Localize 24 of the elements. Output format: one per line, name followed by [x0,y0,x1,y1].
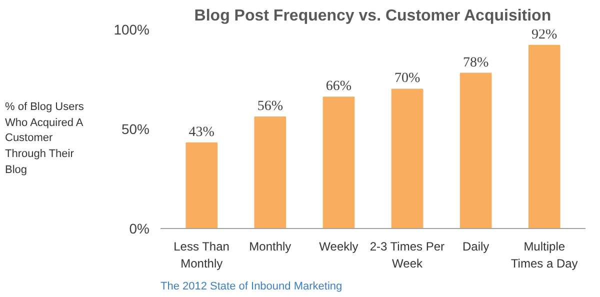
y-tick-label: 100% [114,22,150,38]
bar [528,44,560,228]
text: The 2012 State of Inbound Marketing [160,280,342,292]
chart-title: Blog Post Frequency vs. Customer Acquisition [194,8,552,24]
y-tick-label: 50% [121,121,150,137]
bar [322,96,355,228]
data-label: 78% [462,55,489,70]
y-tick-label: 0% [129,220,150,236]
x-tick-label: Less Than Monthly [174,240,230,270]
bar [460,72,492,228]
bar [186,142,218,228]
data-label: 43% [188,124,215,140]
bar [391,88,424,228]
data-label: 92% [532,27,558,42]
x-tick-label: Weekly [319,240,358,254]
y-axis-title: % of Blog Users Who Acquired A Customer Through Their Blog [5,100,84,178]
x-tick-label: Multiple Times a Day [510,240,578,270]
data-label: 70% [394,71,420,86]
bar [254,116,286,228]
x-tick-label: Daily [462,240,490,254]
data-label: 56% [257,99,284,114]
x-tick-label: 2-3 Times Per Week [370,240,445,270]
data-label: 66% [326,79,352,94]
x-tick-label: Monthly [249,240,292,254]
